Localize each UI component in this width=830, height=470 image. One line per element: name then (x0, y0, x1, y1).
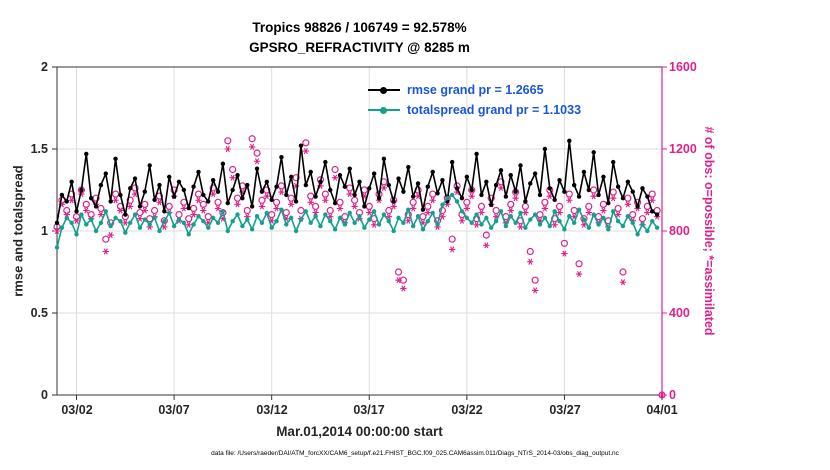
chart-subtitle: GPSRO_REFRACTIVITY @ 8285 m (249, 40, 470, 55)
y-tick-label: 0 (41, 388, 48, 402)
y-tick-label: 2 (41, 60, 48, 74)
rmse-line-marker-icon (368, 85, 400, 96)
legend-label-totalspread: totalspread grand pr = 1.1033 (407, 103, 582, 117)
right-y-tick-label: 0 (669, 388, 676, 402)
y-tick-label: 0.5 (30, 306, 48, 320)
y-tick-label: 1 (41, 224, 48, 238)
x-tick-label: 03/07 (158, 403, 190, 417)
legend-item-rmse: rmse grand pr = 1.2665 (368, 82, 581, 98)
x-tick-label: 03/02 (61, 403, 93, 417)
data-file-caption: data file: /Users/raeder/DAI/ATM_forcXX/… (211, 450, 619, 457)
legend-label-rmse: rmse grand pr = 1.2665 (407, 83, 544, 97)
right-y-tick-label: 1200 (669, 142, 697, 156)
y-tick-label: 1.5 (30, 142, 48, 156)
legend-item-totalspread: totalspread grand pr = 1.1033 (368, 102, 581, 118)
chart-title: Tropics 98826 / 106749 = 92.578% (252, 20, 467, 35)
totalspread-line-marker-icon (368, 105, 400, 116)
y-axis-label-left: rmse and totalspread (10, 165, 26, 297)
x-tick-label: 03/27 (549, 403, 581, 417)
right-y-tick-label: 400 (669, 306, 690, 320)
x-tick-label: 04/01 (646, 403, 678, 417)
y-axis-label-right: # of obs: o=possible; *=assimilated (702, 126, 716, 336)
legend: rmse grand pr = 1.2665 totalspread grand… (368, 82, 581, 118)
x-tick-label: 03/22 (451, 403, 483, 417)
right-y-tick-label: 800 (669, 224, 690, 238)
x-axis-label: Mar.01,2014 00:00:00 start (276, 424, 443, 439)
x-tick-label: 03/17 (353, 403, 385, 417)
x-tick-label: 03/12 (256, 403, 288, 417)
right-y-tick-label: 1600 (669, 60, 697, 74)
